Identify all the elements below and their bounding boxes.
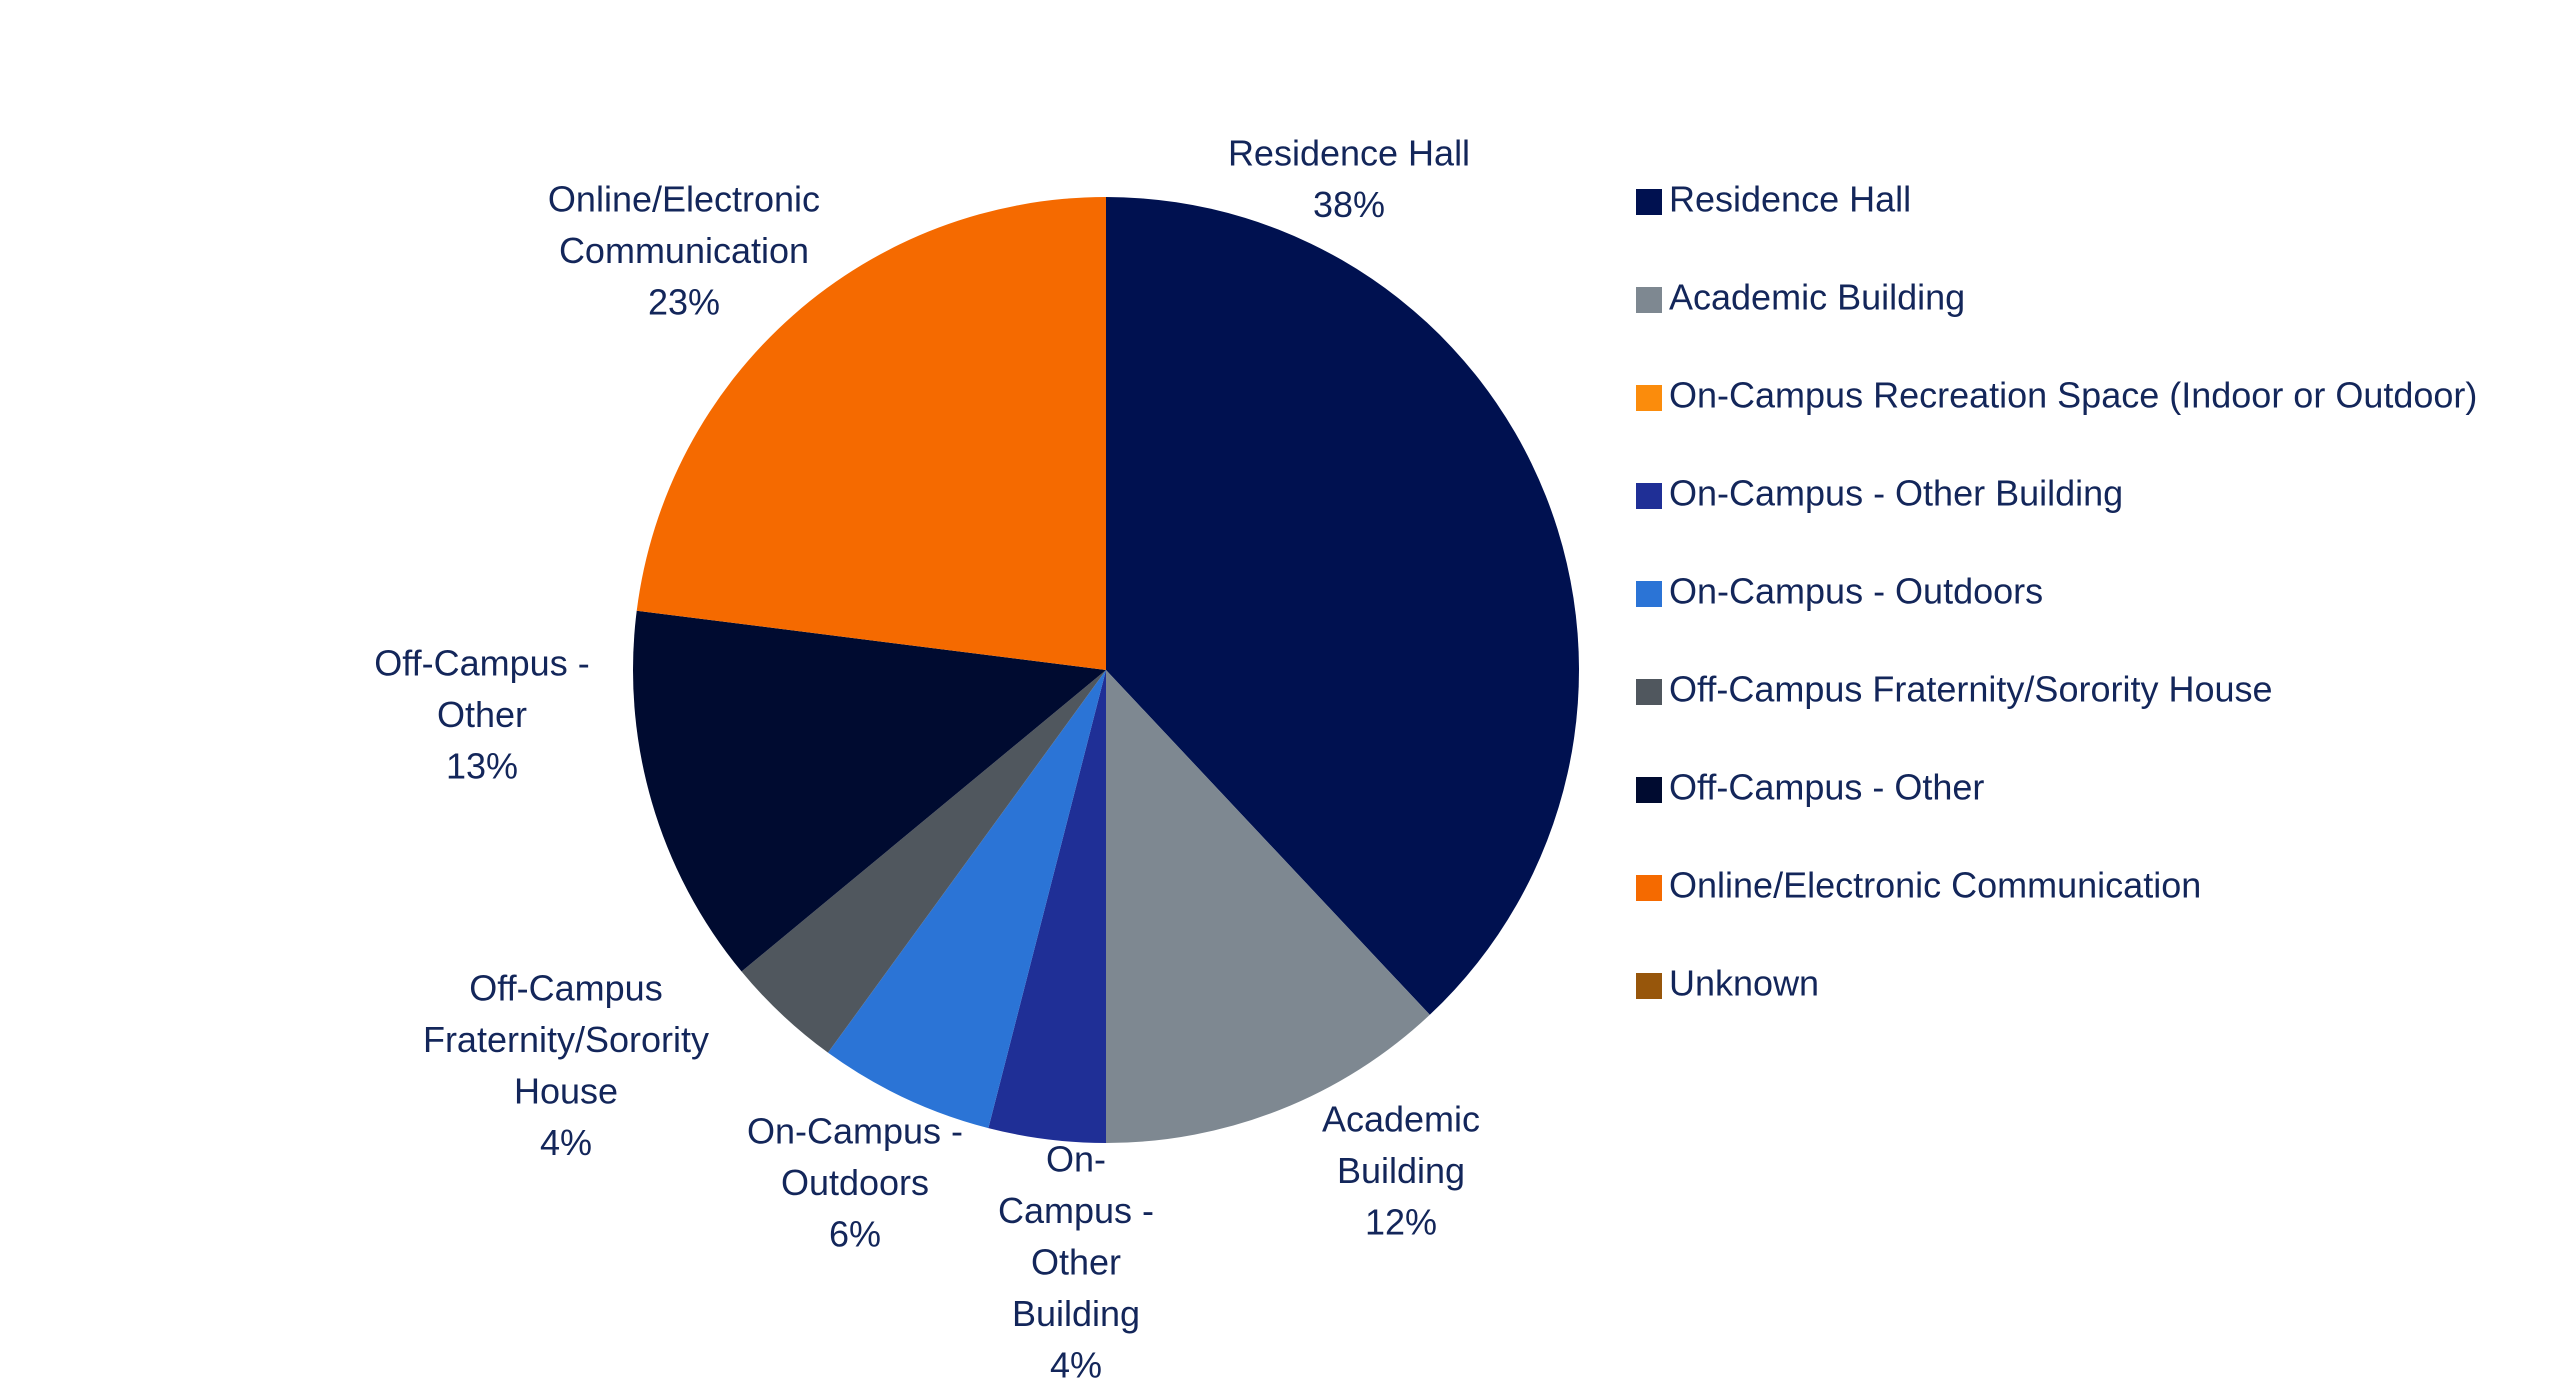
pie-slice-residence-hall xyxy=(1106,197,1579,1015)
data-labels: Residence Hall38%AcademicBuilding12%On-C… xyxy=(374,133,1480,1386)
legend-label-on-campus-outdoors: On-Campus - Outdoors xyxy=(1669,571,2043,612)
pie-slice-academic-building xyxy=(1106,670,1430,1143)
pie-slice-on-campus-other-building xyxy=(988,670,1106,1143)
data-label-on-campus-outdoors: Outdoors xyxy=(781,1162,929,1203)
data-label-academic-building: Building xyxy=(1337,1150,1465,1191)
legend-label-unknown: Unknown xyxy=(1669,963,1819,1004)
legend-swatch-off-campus-fraternity-sorority-house xyxy=(1636,679,1662,705)
legend: Residence Hall Academic Building On-Campus… xyxy=(1636,179,2477,1004)
legend-label-off-campus-fraternity-sorority-house: Off-Campus Fraternity/Sorority House xyxy=(1669,669,2273,710)
data-label-residence-hall: 38% xyxy=(1313,184,1385,225)
legend-swatch-unknown xyxy=(1636,973,1662,999)
pie-slice-online-electronic-communication xyxy=(636,197,1106,670)
legend-swatch-residence-hall xyxy=(1636,189,1662,215)
legend-swatch-on-campus-outdoors xyxy=(1636,581,1662,607)
data-label-online-electronic-communication: Communication xyxy=(559,230,809,271)
data-label-off-campus-fraternity-sorority-house: Fraternity/Sorority xyxy=(423,1019,709,1060)
data-label-off-campus-other: 13% xyxy=(446,746,518,787)
legend-swatch-on-campus-recreation-space-indoor-or-outdoor xyxy=(1636,385,1662,411)
data-label-on-campus-other-building: On- xyxy=(1046,1139,1106,1180)
data-label-off-campus-fraternity-sorority-house: 4% xyxy=(540,1122,592,1163)
pie-slice-off-campus-fraternity-sorority-house xyxy=(741,670,1106,1053)
data-label-online-electronic-communication: Online/Electronic xyxy=(548,179,820,220)
data-label-on-campus-other-building: Building xyxy=(1012,1293,1140,1334)
legend-swatch-online-electronic-communication xyxy=(1636,875,1662,901)
data-label-residence-hall: Residence Hall xyxy=(1228,133,1470,174)
data-label-academic-building: 12% xyxy=(1365,1202,1437,1243)
legend-swatch-off-campus-other xyxy=(1636,777,1662,803)
legend-label-on-campus-other-building: On-Campus - Other Building xyxy=(1669,473,2123,514)
data-label-academic-building: Academic xyxy=(1322,1099,1480,1140)
data-label-off-campus-fraternity-sorority-house: House xyxy=(514,1071,618,1112)
data-label-off-campus-other: Other xyxy=(437,694,527,735)
pie-slice-on-campus-outdoors xyxy=(827,670,1106,1129)
legend-label-residence-hall: Residence Hall xyxy=(1669,179,1911,220)
data-label-on-campus-other-building: Campus - xyxy=(998,1190,1154,1231)
data-label-off-campus-other: Off-Campus - xyxy=(374,643,589,684)
data-label-off-campus-fraternity-sorority-house: Off-Campus xyxy=(469,968,662,1009)
data-label-on-campus-outdoors: On-Campus - xyxy=(747,1111,963,1152)
legend-label-academic-building: Academic Building xyxy=(1669,277,1965,318)
data-label-on-campus-other-building: 4% xyxy=(1050,1345,1102,1386)
data-label-on-campus-outdoors: 6% xyxy=(829,1214,881,1255)
data-label-on-campus-other-building: Other xyxy=(1031,1242,1121,1283)
pie-slice-off-campus-other xyxy=(633,610,1106,972)
legend-label-off-campus-other: Off-Campus - Other xyxy=(1669,767,1984,808)
legend-swatch-on-campus-other-building xyxy=(1636,483,1662,509)
legend-label-on-campus-recreation-space-indoor-or-outdoor: On-Campus Recreation Space (Indoor or Ou… xyxy=(1669,375,2477,416)
data-label-online-electronic-communication: 23% xyxy=(648,282,720,323)
legend-swatch-academic-building xyxy=(1636,287,1662,313)
pie-slices xyxy=(633,197,1579,1143)
legend-label-online-electronic-communication: Online/Electronic Communication xyxy=(1669,865,2201,906)
